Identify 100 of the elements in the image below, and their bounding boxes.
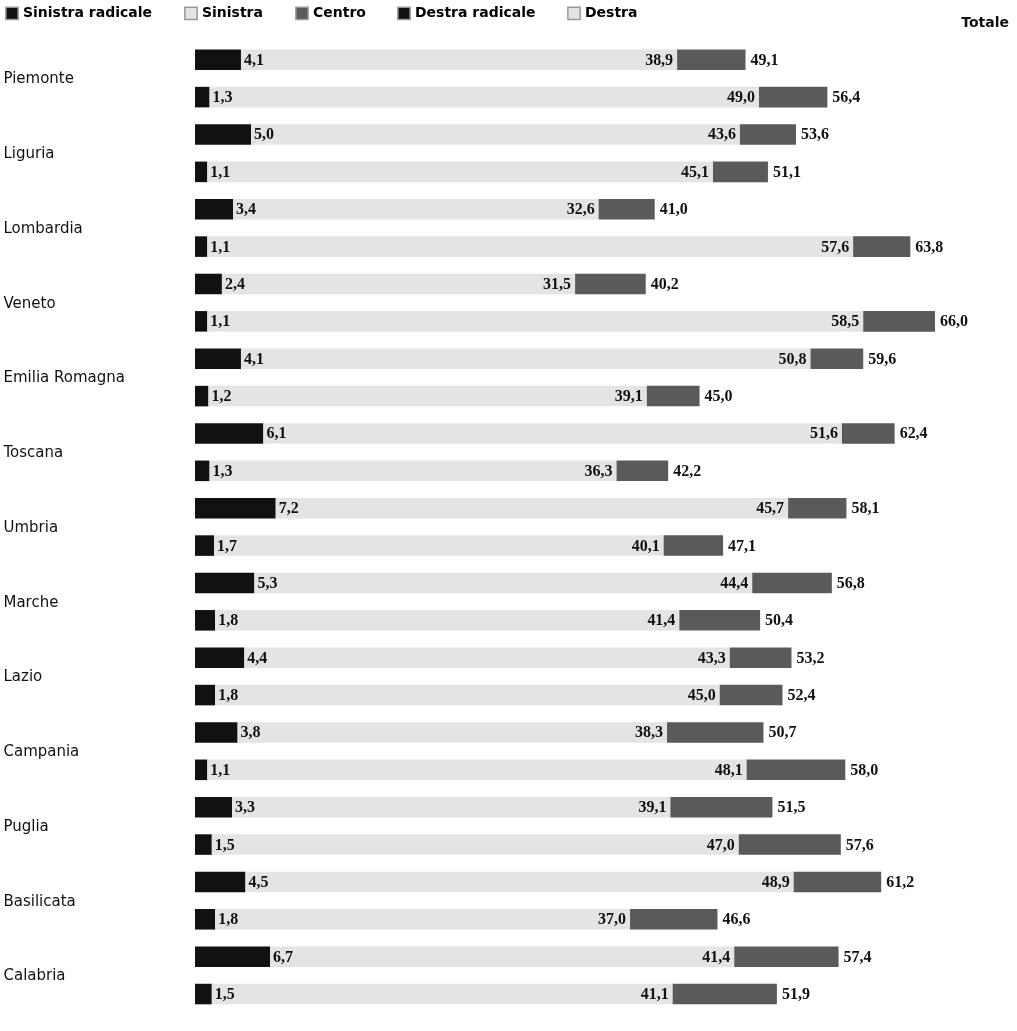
data-label: 2,4 — [224, 274, 245, 292]
y-tick-label: Marche — [3, 592, 59, 611]
bar — [195, 49, 241, 71]
total-label: 51,1 — [772, 162, 801, 180]
bar — [758, 86, 828, 108]
bar — [195, 647, 245, 668]
bar — [195, 198, 234, 220]
data-label: 5,3 — [257, 573, 278, 591]
total-label: 66,0 — [940, 312, 968, 330]
data-label: 41,1 — [640, 985, 669, 1003]
total-label: 53,6 — [800, 125, 829, 143]
y-tick-label: Basilicata — [3, 891, 76, 910]
bar — [195, 311, 208, 332]
data-label: 3,8 — [240, 723, 261, 741]
y-tick-label: Puglia — [3, 816, 49, 835]
total-label: 61,2 — [886, 872, 915, 890]
data-label: 45,1 — [681, 162, 709, 180]
total-label: 50,7 — [768, 723, 797, 741]
bar — [713, 161, 768, 183]
total-label: 41,0 — [659, 200, 688, 218]
bar — [195, 796, 232, 818]
total-label: 63,8 — [915, 237, 944, 255]
bar — [195, 759, 208, 781]
y-tick-label: Emilia Romagna — [3, 368, 125, 387]
bar — [195, 460, 210, 482]
total-label: 59,6 — [868, 349, 897, 367]
total-label: 46,6 — [722, 910, 751, 928]
y-tick-label: Calabria — [3, 966, 66, 985]
total-label: 51,9 — [781, 985, 810, 1003]
bar — [221, 273, 576, 295]
y-tick-label: Liguria — [3, 144, 55, 163]
bar — [237, 722, 668, 743]
data-label: 36,3 — [584, 461, 613, 479]
data-label: 41,4 — [647, 611, 676, 629]
data-label: 51,6 — [809, 424, 838, 442]
total-label: 56,8 — [836, 573, 865, 591]
bar — [810, 348, 864, 369]
bar — [195, 909, 216, 930]
bar — [209, 460, 617, 482]
data-label: 32,6 — [566, 200, 595, 218]
bar — [598, 198, 655, 220]
bar — [677, 49, 746, 71]
bar — [863, 311, 935, 332]
bar — [232, 796, 671, 818]
total-label: 62,4 — [899, 424, 928, 442]
y-tick-label: Piemonte — [3, 69, 74, 88]
bar — [233, 198, 599, 220]
bar — [195, 236, 208, 257]
data-label: 39,1 — [614, 387, 643, 405]
data-label: 6,7 — [273, 947, 294, 965]
bar — [254, 572, 753, 594]
y-tick-label: Lombardia — [3, 218, 83, 237]
bar — [788, 497, 847, 519]
data-label: 57,6 — [821, 237, 850, 255]
bar — [195, 385, 209, 407]
data-label: 4,4 — [247, 648, 268, 666]
data-label: 1,5 — [214, 835, 235, 853]
data-label: 38,3 — [635, 723, 664, 741]
bar — [211, 834, 739, 855]
total-label: 47,1 — [728, 536, 757, 554]
bar — [734, 946, 839, 967]
total-label: 56,4 — [832, 88, 861, 106]
total-label: 53,2 — [796, 648, 825, 666]
data-label: 45,0 — [687, 686, 716, 704]
data-label: 45,7 — [756, 499, 785, 517]
data-label: 1,8 — [218, 611, 239, 629]
bar — [195, 983, 212, 1005]
total-label: 57,6 — [845, 835, 874, 853]
bar — [672, 983, 777, 1005]
bar — [195, 86, 210, 108]
text: Totale — [961, 14, 1009, 30]
total-label: 45,0 — [704, 387, 733, 405]
data-label: 1,2 — [211, 387, 232, 405]
bar — [209, 86, 759, 108]
bar — [240, 49, 678, 71]
total-label: 52,4 — [787, 686, 816, 704]
total-label: 58,1 — [851, 499, 880, 517]
bar — [270, 946, 735, 967]
total-label: 49,1 — [750, 50, 779, 68]
bar — [667, 722, 764, 743]
bar — [853, 236, 911, 257]
bar — [195, 871, 246, 893]
bar — [215, 909, 631, 930]
bar — [719, 684, 783, 706]
data-label: 44,4 — [720, 573, 749, 591]
data-label: 4,1 — [243, 349, 264, 367]
data-label: 4,5 — [248, 872, 269, 890]
data-label: 7,2 — [278, 499, 299, 517]
bar — [208, 385, 647, 407]
data-label: 58,5 — [831, 312, 860, 330]
data-label: 38,9 — [645, 50, 674, 68]
data-label: 49,0 — [726, 88, 755, 106]
data-label: 37,0 — [598, 910, 627, 928]
bar — [739, 124, 796, 145]
bar — [195, 497, 276, 519]
data-label: 1,1 — [210, 312, 231, 330]
bar — [195, 834, 212, 855]
legend-label: Sinistra — [202, 4, 263, 21]
bar — [195, 722, 238, 743]
bar — [263, 423, 842, 444]
